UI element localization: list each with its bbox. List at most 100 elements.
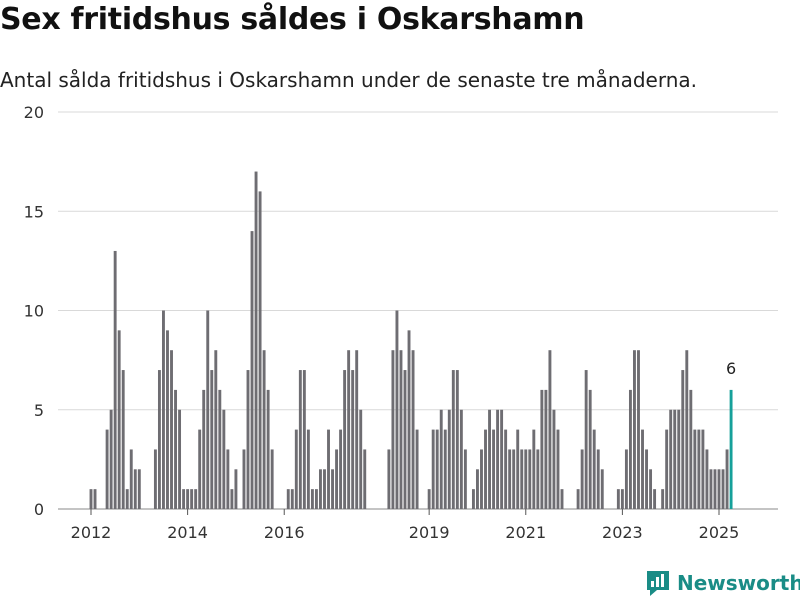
bar: [439, 409, 443, 509]
bar: [129, 449, 133, 509]
bar: [347, 350, 351, 509]
bar: [246, 370, 250, 509]
bar: [600, 469, 604, 509]
bar: [290, 489, 294, 509]
bar: [202, 389, 206, 509]
bar: [447, 409, 451, 509]
x-tick-label: 2019: [409, 523, 450, 542]
bar: [540, 389, 544, 509]
bar: [250, 231, 254, 509]
bar: [258, 191, 262, 509]
bar: [234, 469, 238, 509]
x-tick-label: 2016: [264, 523, 305, 542]
y-tick-label: 0: [34, 500, 44, 519]
newsworthy-logo-icon: [647, 571, 669, 596]
bar: [113, 250, 117, 509]
bar: [226, 449, 230, 509]
bar: [697, 429, 701, 509]
bar: [222, 409, 226, 509]
bar: [121, 370, 125, 509]
bar: [137, 469, 141, 509]
bar: [343, 370, 347, 509]
bar: [427, 489, 431, 509]
bar: [576, 489, 580, 509]
bar: [182, 489, 186, 509]
bar: [721, 469, 725, 509]
bar: [717, 469, 721, 509]
bar: [359, 409, 363, 509]
bar: [633, 350, 636, 509]
bar: [548, 350, 552, 509]
bar: [669, 409, 673, 509]
bar: [331, 469, 334, 509]
bar: [520, 449, 524, 509]
bar: [584, 370, 588, 509]
bar: [391, 350, 395, 509]
bar: [443, 429, 447, 509]
bar: [415, 429, 419, 509]
bar: [455, 370, 459, 509]
bar: [713, 469, 717, 509]
bar: [306, 429, 310, 509]
bar: [504, 429, 508, 509]
y-tick-label: 10: [24, 302, 44, 321]
bar: [620, 489, 624, 509]
bar: [210, 370, 214, 509]
bar: [319, 469, 322, 509]
bar: [294, 429, 298, 509]
bar: [327, 429, 330, 509]
bar: [701, 429, 705, 509]
x-tick-label: 2025: [699, 523, 740, 542]
y-tick-label: 20: [24, 103, 44, 122]
bar: [105, 429, 109, 509]
bar: [544, 389, 548, 509]
bar: [512, 449, 516, 509]
bar: [641, 429, 644, 509]
bar: [488, 409, 491, 509]
bar: [528, 449, 532, 509]
bar: [194, 489, 198, 509]
bar: [266, 389, 270, 509]
y-tick-label: 15: [24, 202, 44, 221]
bar: [673, 409, 677, 509]
bar: [725, 449, 729, 509]
bar: [435, 429, 439, 509]
bar: [186, 489, 190, 509]
x-tick-label: 2012: [71, 523, 112, 542]
bar: [689, 389, 693, 509]
bar: [592, 429, 596, 509]
bar: [492, 429, 496, 509]
bar: [484, 429, 487, 509]
bar: [310, 489, 314, 509]
bar: [588, 389, 592, 509]
bar: [387, 449, 391, 509]
bar: [661, 489, 665, 509]
bar: [109, 409, 113, 509]
bar: [298, 370, 302, 509]
bar: [580, 449, 584, 509]
bar: [677, 409, 681, 509]
bar: [431, 429, 435, 509]
bar: [471, 489, 475, 509]
bar: [645, 449, 648, 509]
bar: [218, 389, 222, 509]
chart-subtitle: Antal sålda fritidshus i Oskarshamn unde…: [0, 68, 698, 92]
bar: [516, 429, 520, 509]
y-tick-label: 5: [34, 401, 44, 420]
bar: [286, 489, 290, 509]
bar: [339, 429, 343, 509]
bar: [508, 449, 512, 509]
bar: [463, 449, 467, 509]
x-tick-label: 2023: [602, 523, 643, 542]
bar: [616, 489, 620, 509]
bar: [709, 469, 713, 509]
brand: Newsworthy: [645, 569, 800, 597]
bar: [399, 350, 403, 509]
bar: [407, 330, 411, 509]
bar-highlight: [729, 389, 733, 509]
bar: [395, 310, 399, 509]
bar: [628, 389, 632, 509]
bar: [242, 449, 246, 509]
bar: [637, 350, 640, 509]
